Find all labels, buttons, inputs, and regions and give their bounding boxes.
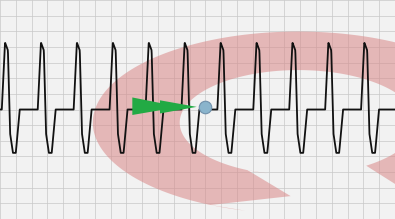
Polygon shape (160, 100, 197, 113)
Polygon shape (132, 97, 180, 115)
PathPatch shape (93, 32, 395, 211)
